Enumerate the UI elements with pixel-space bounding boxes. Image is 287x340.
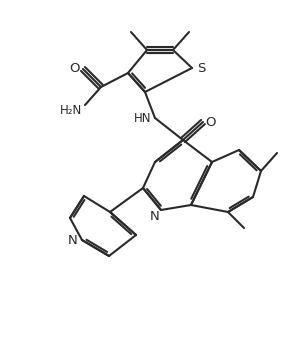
- Text: N: N: [150, 209, 160, 222]
- Text: S: S: [197, 62, 205, 74]
- Text: O: O: [206, 116, 216, 129]
- Text: O: O: [70, 63, 80, 75]
- Text: N: N: [68, 235, 78, 248]
- Text: HN: HN: [134, 113, 152, 125]
- Text: H₂N: H₂N: [60, 103, 82, 117]
